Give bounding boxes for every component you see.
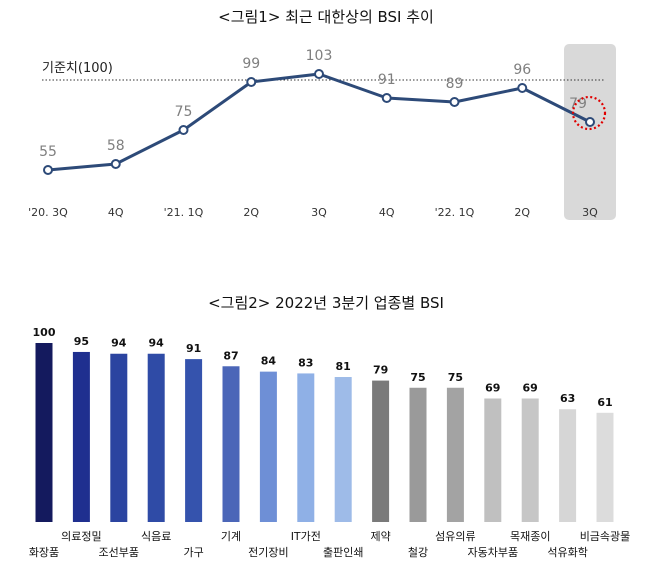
data-point-0: [43, 165, 53, 175]
x-tick-8: 3Q: [582, 206, 598, 219]
data-point-7: [517, 83, 528, 93]
bar-9: [372, 380, 390, 522]
bar-value-0: 100: [33, 326, 56, 339]
data-point-8: [585, 117, 595, 127]
bar-label-3: 식음료: [141, 530, 171, 543]
bar-label-5: 기계: [221, 530, 241, 543]
bar-3: [147, 353, 165, 522]
bar-value-1: 95: [74, 335, 89, 348]
highlight-box: [564, 44, 616, 220]
data-label-1: 58: [107, 138, 125, 154]
bar-label-12: 자동차부품: [467, 546, 518, 559]
x-tick-4: 3Q: [311, 206, 327, 219]
x-tick-0: '20. 3Q: [28, 206, 68, 219]
bar-label-0: 화장품: [29, 546, 59, 559]
bar-label-1: 의료정밀: [61, 530, 101, 543]
bar-7: [297, 373, 315, 522]
data-label-6: 89: [446, 76, 464, 92]
reference-label: 기준치(100): [42, 61, 113, 76]
bar-value-2: 94: [111, 337, 127, 350]
bar-label-15: 비금속광물: [580, 530, 631, 543]
data-label-0: 55: [39, 144, 57, 160]
bsi-trend-line-chart: 기준치(100) 55 '20. 3Q 58 4Q 75 '21. 1Q 99 2Q 103 3Q 9…: [28, 44, 616, 220]
data-point-4: [314, 69, 324, 79]
bar-1: [72, 351, 90, 522]
bar-11: [446, 387, 464, 522]
x-tick-2: '21. 1Q: [164, 206, 204, 219]
data-point-6: [449, 97, 460, 107]
bar-value-8: 81: [336, 360, 351, 373]
data-label-2: 75: [175, 104, 193, 120]
data-label-5: 91: [378, 72, 396, 88]
bar-value-15: 61: [597, 396, 612, 409]
bar-label-9: 제약: [370, 529, 390, 543]
bar-label-2: 조선부품: [99, 546, 139, 559]
bar-value-14: 63: [560, 392, 575, 405]
x-tick-6: '22. 1Q: [435, 206, 475, 219]
data-point-2: [178, 125, 189, 135]
x-tick-3: 2Q: [243, 206, 259, 219]
x-tick-1: 4Q: [108, 206, 124, 219]
bar-value-7: 83: [298, 356, 313, 369]
bar-value-3: 94: [149, 337, 165, 350]
data-point-5: [381, 93, 392, 103]
chart1-title: <그림1> 최근 대한상의 BSI 추이: [218, 8, 434, 26]
bar-0: [35, 343, 53, 522]
chart2-title: <그림2> 2022년 3분기 업종별 BSI: [208, 294, 444, 312]
bar-label-14: 석유화학: [547, 546, 587, 559]
bar-value-4: 91: [186, 342, 201, 355]
bar-value-11: 75: [448, 371, 463, 384]
bar-4: [185, 359, 203, 522]
bar-value-12: 69: [485, 381, 500, 394]
x-tick-5: 4Q: [379, 206, 395, 219]
bar-value-13: 69: [523, 381, 538, 394]
data-label-4: 103: [306, 48, 333, 64]
bar-label-11: 섬유의류: [435, 530, 475, 543]
bar-value-10: 75: [410, 371, 425, 384]
bar-label-8: 출판인쇄: [323, 546, 363, 559]
bar-12: [484, 398, 502, 522]
bar-13: [521, 398, 539, 522]
bar-value-6: 84: [261, 355, 277, 368]
data-label-3: 99: [242, 56, 260, 72]
highlight-circle: [571, 95, 607, 131]
bar-14: [559, 409, 577, 522]
bar-5: [222, 366, 240, 522]
bar-label-6: 전기장비: [248, 546, 288, 559]
bar-label-4: 가구: [183, 546, 203, 559]
bar-value-9: 79: [373, 364, 388, 377]
bar-2: [110, 353, 128, 522]
data-label-7: 96: [513, 62, 531, 78]
bar-label-13: 목재종이: [510, 530, 550, 543]
bar-10: [409, 387, 427, 522]
bar-value-5: 87: [223, 349, 238, 362]
x-tick-7: 2Q: [514, 206, 530, 219]
data-point-1: [110, 159, 121, 169]
bar-8: [334, 377, 352, 522]
bar-label-7: IT가전: [291, 530, 321, 543]
bar-6: [259, 371, 277, 522]
data-point-3: [246, 77, 257, 87]
bar-label-10: 철강: [408, 546, 428, 559]
bar-15: [596, 412, 614, 522]
